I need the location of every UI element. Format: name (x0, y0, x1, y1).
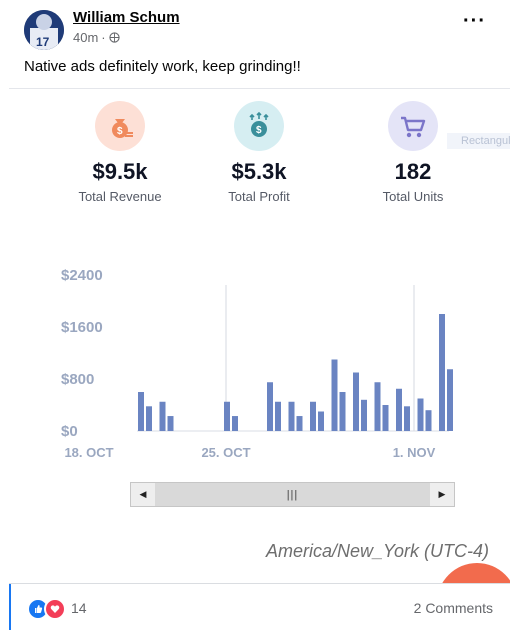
bar (382, 405, 389, 431)
bar (138, 392, 144, 431)
reactions[interactable] (27, 598, 66, 620)
bar (318, 411, 324, 431)
money-bag-icon: $ (95, 101, 145, 151)
bar (146, 406, 152, 431)
kpi-profit: $ $5.3k Total Profit (184, 89, 334, 204)
focus-indicator (9, 583, 11, 630)
x-tick-label: 18. OCT (64, 445, 113, 460)
bar (159, 401, 166, 431)
kpi-value: $5.3k (231, 159, 287, 184)
y-tick-label: $2400 (61, 267, 103, 284)
scroll-left-button[interactable]: ◀ (131, 483, 155, 506)
scroll-thumb[interactable]: ||| (286, 488, 299, 501)
post-footer: 14 2 Comments (9, 583, 510, 632)
bar (267, 382, 273, 431)
profit-coin-icon: $ (234, 101, 284, 151)
bar-chart: $2400 $1600 $800 $0 18. OCT 25. OCT 1. NOV (61, 267, 453, 460)
scroll-right-button[interactable]: ▶ (430, 483, 454, 506)
chart-scrollbar[interactable]: ◀ ||| ▶ (130, 482, 455, 507)
bar (417, 398, 424, 431)
bar (310, 401, 316, 431)
kpi-value: $9.5k (92, 159, 148, 184)
bar (439, 314, 445, 431)
svg-text:$: $ (256, 125, 262, 136)
bar (425, 410, 432, 431)
bar (275, 401, 281, 431)
post-header: 17 William Schum 40m · ··· (24, 8, 500, 52)
love-icon (44, 598, 66, 620)
bar (232, 416, 238, 431)
kpi-units: 182 Total Units (338, 89, 488, 204)
separator: · (101, 30, 106, 45)
bar (296, 416, 303, 431)
avatar[interactable]: 17 (24, 10, 64, 50)
bar (361, 399, 367, 431)
y-tick-label: $0 (61, 423, 78, 440)
bar (339, 392, 346, 431)
y-tick-label: $800 (61, 371, 94, 388)
bar (288, 401, 295, 431)
comments-link[interactable]: 2 Comments (413, 600, 493, 616)
author-name[interactable]: William Schum (73, 9, 180, 26)
more-options-icon[interactable]: ··· (463, 10, 486, 32)
post-meta: 40m · (73, 30, 120, 45)
timezone-label: America/New_York (UTC-4) (265, 541, 489, 561)
globe-icon (109, 32, 120, 43)
post-text: Native ads definitely work, keep grindin… (24, 58, 301, 75)
kpi-label: Total Profit (228, 189, 290, 204)
bar (447, 369, 453, 431)
bar (396, 388, 402, 431)
post-time[interactable]: 40m (73, 30, 99, 45)
kpi-label: Total Revenue (78, 189, 162, 204)
svg-text:17: 17 (36, 35, 50, 49)
bar (331, 359, 338, 431)
bar (353, 372, 359, 431)
ghost-label: Rectangula (447, 133, 510, 149)
x-tick-label: 25. OCT (201, 445, 250, 460)
decorative-circle (437, 563, 510, 584)
bar (167, 416, 174, 431)
bar (374, 382, 381, 431)
bar (404, 406, 410, 431)
kpi-revenue: $ $9.5k Total Revenue (45, 89, 195, 204)
y-tick-label: $1600 (61, 319, 103, 336)
reaction-count[interactable]: 14 (71, 600, 87, 616)
kpi-label: Total Units (382, 189, 444, 204)
bar (224, 401, 230, 431)
shopping-cart-icon (388, 101, 438, 151)
x-tick-label: 1. NOV (393, 445, 436, 460)
svg-text:$: $ (117, 126, 123, 137)
post-image[interactable]: $ $9.5k Total Revenue $ $5.3k Total Prof… (9, 88, 510, 584)
kpi-value: 182 (394, 159, 432, 184)
